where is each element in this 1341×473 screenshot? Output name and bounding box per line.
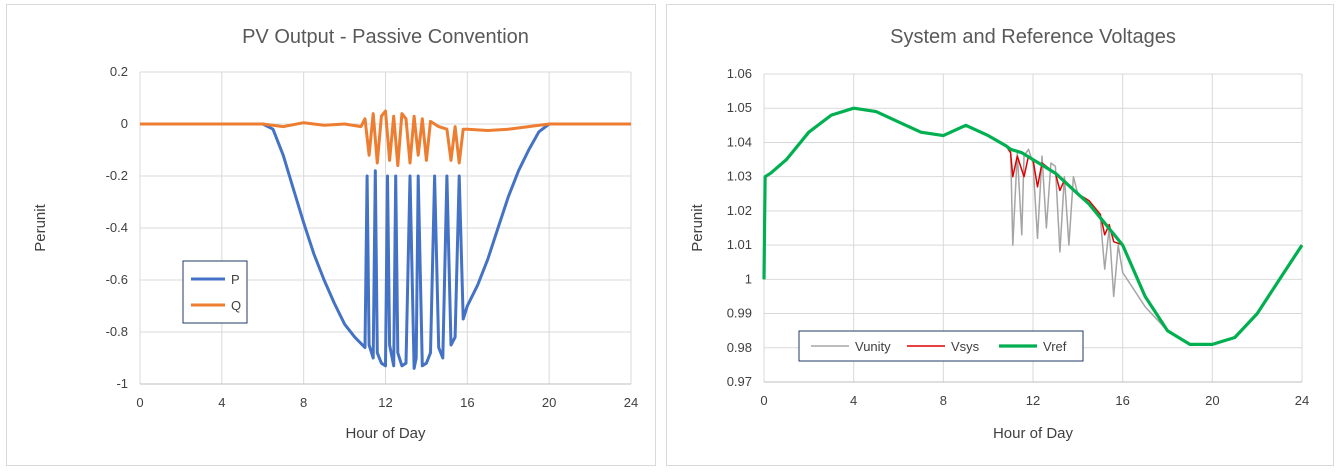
series-line-vref: [762, 106, 1304, 346]
y-tick-label: -0.6: [106, 272, 128, 287]
x-tick-label: 12: [1026, 393, 1040, 408]
legend-label-vunity: Vunity: [855, 339, 891, 354]
y-tick-label: 0: [121, 116, 128, 131]
y-tick-label: -0.2: [106, 168, 128, 183]
x-tick-label: 0: [760, 393, 767, 408]
series-line-p: [140, 122, 631, 370]
y-tick-label: 1.01: [727, 237, 752, 252]
y-tick-label: 1.04: [727, 134, 752, 149]
voltage-chart: System and Reference Voltages 0.97 0.98 0.9…: [689, 26, 1309, 442]
y-tick-label: 1: [745, 271, 752, 286]
y-tick-label: 0.98: [727, 340, 752, 355]
x-tick-label: 20: [1205, 393, 1219, 408]
y-tick-label: 1.05: [727, 100, 752, 115]
y-tick-label: 1.02: [727, 203, 752, 218]
y-axis-label: Perunit: [689, 203, 706, 251]
y-axis-label: Perunit: [32, 203, 49, 251]
chart-title: System and Reference Voltages: [890, 26, 1176, 48]
legend-label-p: P: [231, 272, 240, 287]
y-tick-label: 0.99: [727, 306, 752, 321]
x-tick-label: 8: [940, 393, 947, 408]
y-tick-label: 1.03: [727, 169, 752, 184]
x-tick-label: 24: [1295, 393, 1309, 408]
x-tick-label: 20: [542, 395, 556, 410]
x-axis-label: Hour of Day: [345, 425, 426, 442]
legend-label-q: Q: [231, 298, 241, 313]
chart-title: PV Output - Passive Convention: [242, 26, 529, 48]
y-tick-label: -0.4: [106, 220, 128, 235]
y-tick-label: 0.97: [727, 374, 752, 389]
x-tick-label: 4: [218, 395, 225, 410]
x-tick-label: 24: [624, 395, 638, 410]
x-axis-label: Hour of Day: [993, 425, 1074, 442]
x-tick-label: 4: [850, 393, 857, 408]
pv-output-chart: PV Output - Passive Convention -1 -0.8 -0.6…: [32, 26, 638, 442]
legend-box: [182, 260, 248, 324]
y-tick-label: -1: [116, 376, 128, 391]
series-line-q: [140, 109, 631, 168]
x-tick-label: 16: [460, 395, 474, 410]
y-tick-label: 0.2: [110, 64, 128, 79]
y-tick-label: 1.06: [727, 66, 752, 81]
x-tick-label: 0: [136, 395, 143, 410]
y-tick-label: -0.8: [106, 324, 128, 339]
voltage-chart-panel: System and Reference Voltages 0.97 0.98 0.9…: [666, 4, 1334, 466]
legend-label-vsys: Vsys: [951, 339, 980, 354]
x-tick-label: 8: [300, 395, 307, 410]
x-tick-label: 16: [1115, 393, 1129, 408]
x-tick-label: 12: [378, 395, 392, 410]
pv-output-chart-panel: PV Output - Passive Convention -1 -0.8 -0.6…: [6, 4, 656, 466]
legend-label-vref: Vref: [1043, 339, 1067, 354]
